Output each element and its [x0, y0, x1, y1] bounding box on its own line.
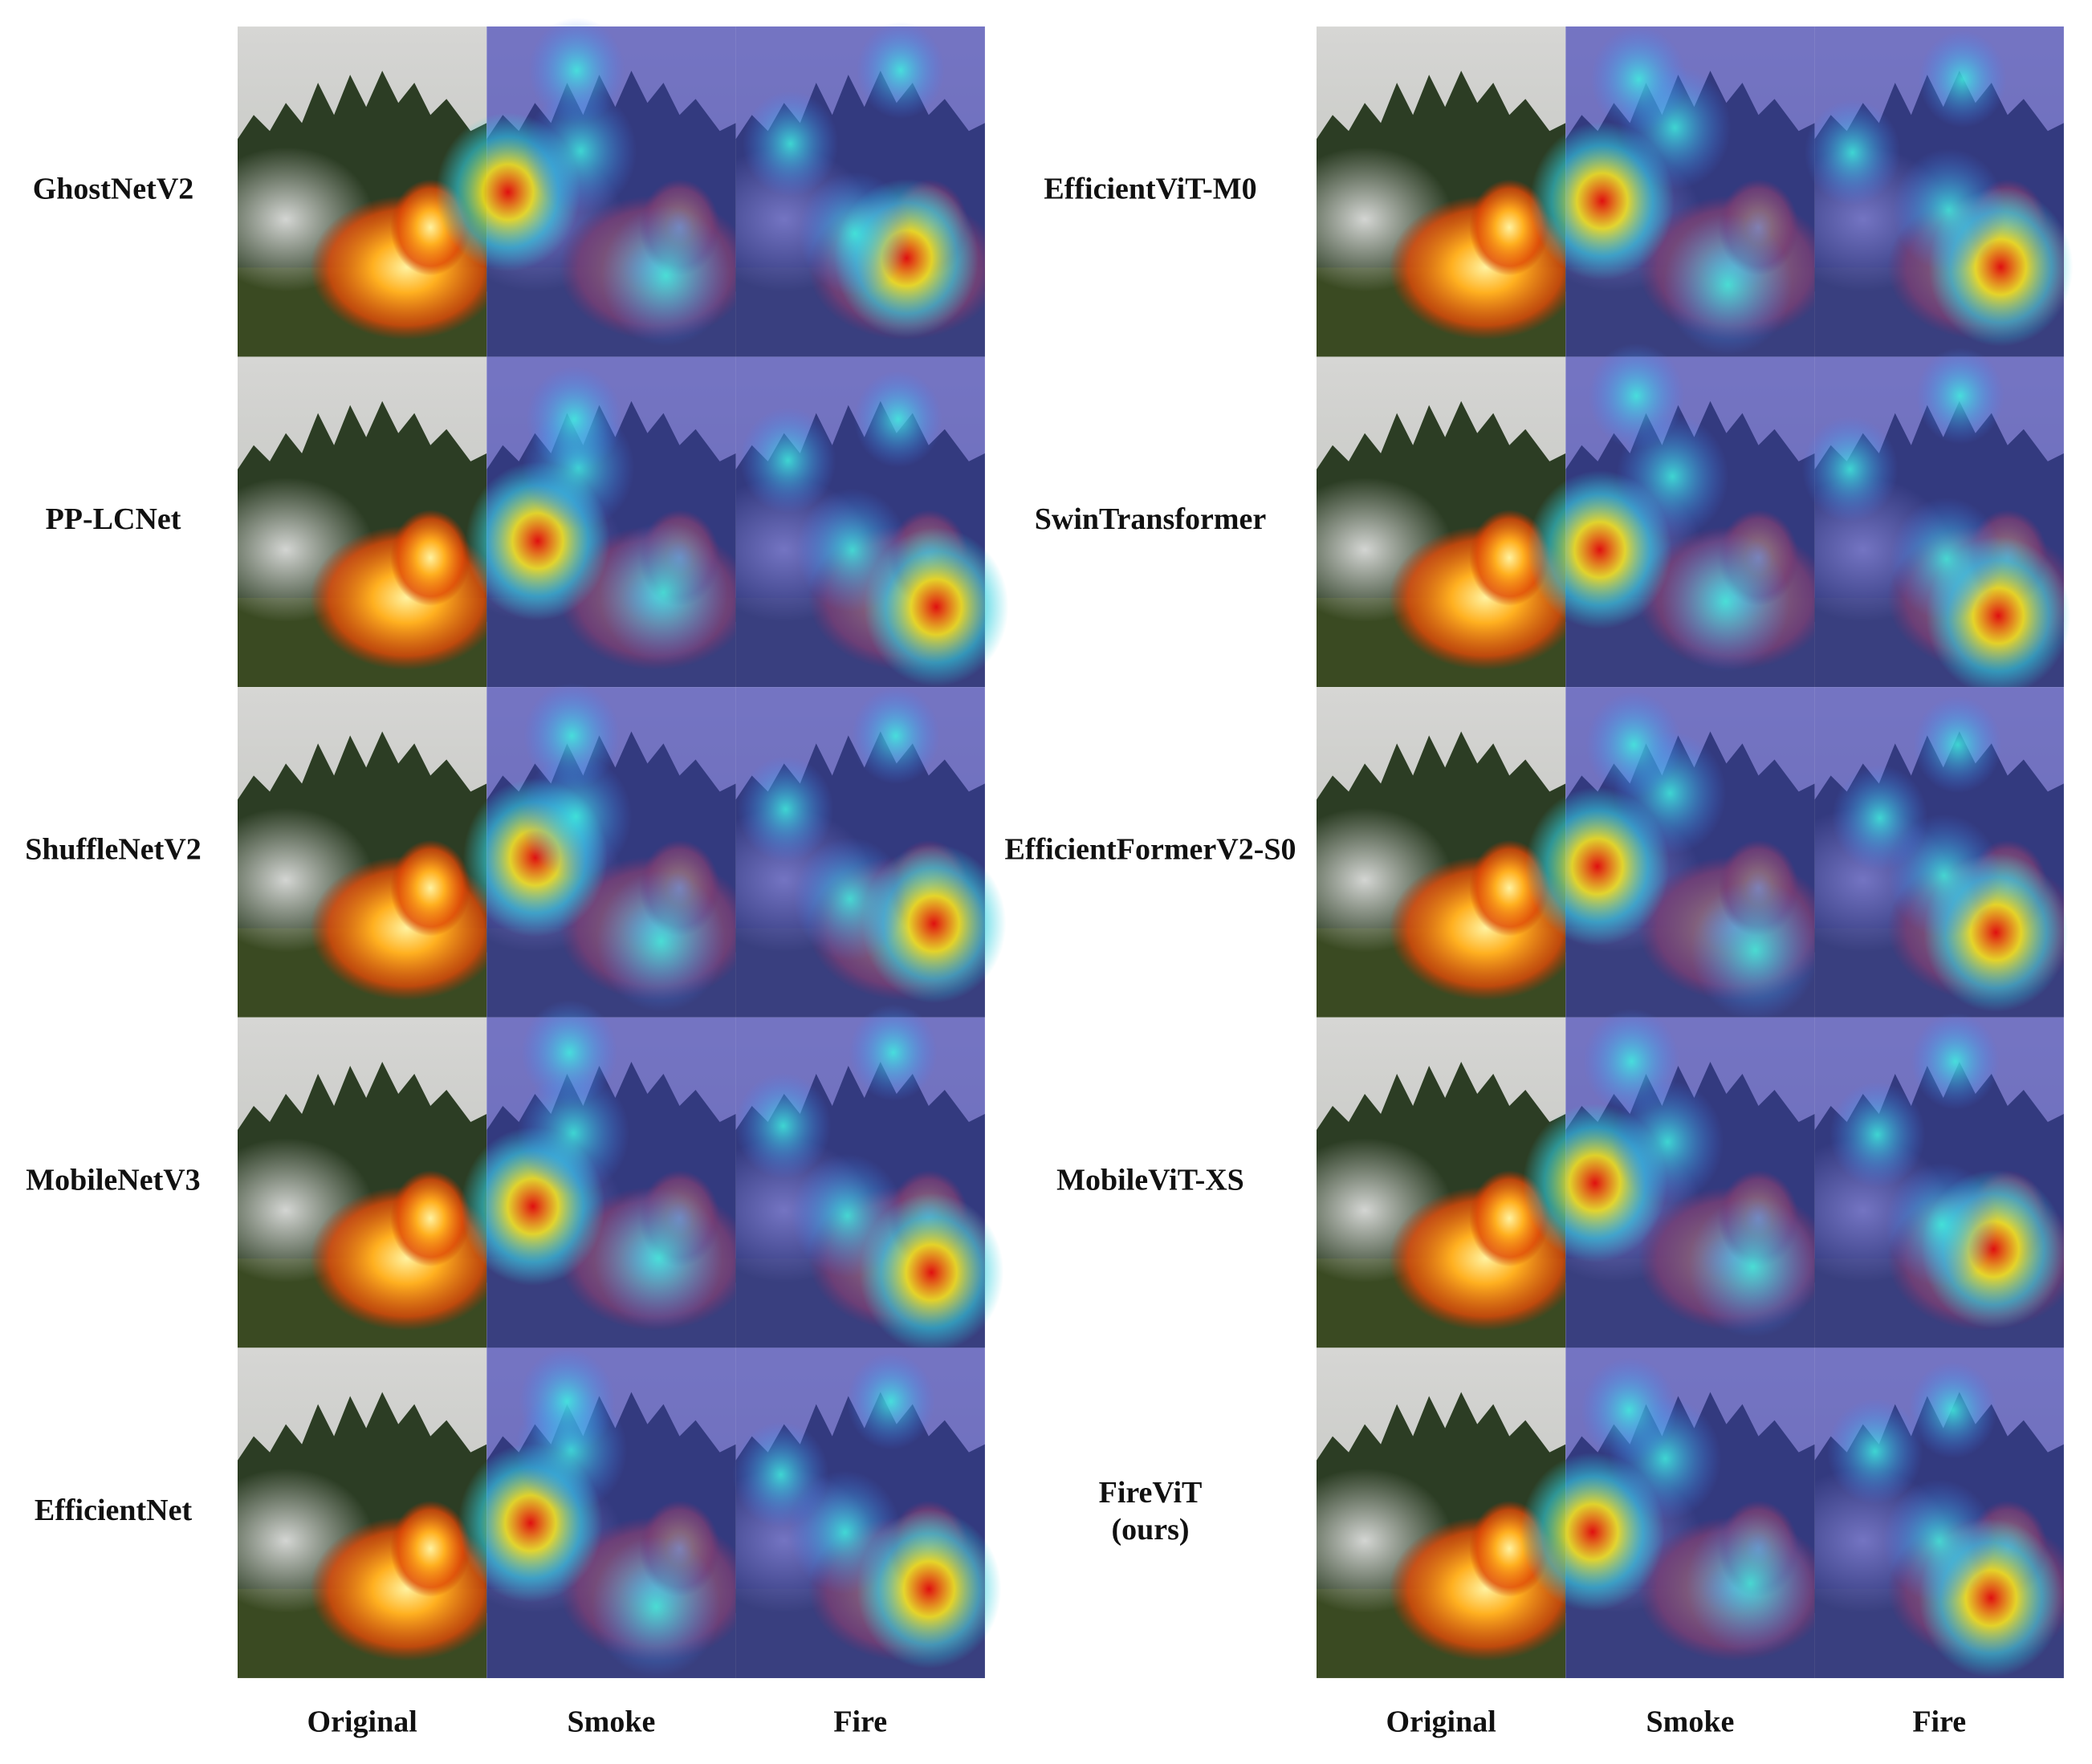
column-label: Smoke — [568, 1705, 656, 1739]
activation — [1826, 1398, 1923, 1505]
activation — [1583, 1008, 1680, 1115]
heatmap-image — [1804, 26, 2074, 357]
activation — [1590, 26, 1687, 132]
activation — [1882, 1479, 1996, 1603]
heatmap-image — [1522, 1008, 1817, 1348]
model-label: MobileViT-XS — [1056, 1163, 1244, 1197]
activation — [1885, 1162, 1998, 1286]
model-note: (ours) — [1111, 1513, 1189, 1547]
activation — [599, 522, 728, 664]
activation — [592, 1536, 721, 1678]
heatmap-image — [735, 22, 985, 357]
activation — [1663, 213, 1793, 356]
scene — [238, 1347, 487, 1678]
model-label: FireViT — [1099, 1476, 1203, 1510]
heatmap-image — [735, 356, 1009, 688]
heatmap-image — [735, 687, 1007, 1018]
activation — [519, 754, 633, 879]
activation — [851, 687, 940, 785]
model-label: PP-LCNet — [46, 502, 181, 536]
model-label: GhostNetV2 — [33, 173, 194, 206]
heatmap-image — [732, 1347, 1002, 1678]
activation — [1911, 1013, 2000, 1111]
heatmap-image — [1529, 26, 1815, 357]
activation — [517, 1071, 630, 1195]
activation — [519, 1348, 616, 1455]
heatmap-image — [1527, 343, 1815, 688]
scene — [238, 356, 487, 688]
activation — [1804, 100, 1901, 206]
activation — [1890, 497, 2003, 621]
activation — [528, 17, 625, 124]
activation — [1829, 1081, 1926, 1188]
activation — [1892, 148, 2005, 272]
heatmap-image — [460, 999, 736, 1348]
model-label: EfficientViT-M0 — [1044, 173, 1256, 206]
activation — [1918, 30, 2007, 128]
activation — [849, 1004, 938, 1102]
heatmap-image — [1814, 687, 2069, 1018]
activation — [1585, 691, 1683, 798]
heatmap-image — [462, 682, 736, 1018]
column-label: Fire — [833, 1705, 887, 1739]
activation — [1913, 696, 2002, 794]
heatmap-image — [1814, 1347, 2064, 1678]
activation — [1801, 416, 1899, 522]
heatmap-image — [1814, 1013, 2066, 1348]
activation — [1688, 1196, 1817, 1338]
activation — [737, 756, 834, 863]
original-image — [238, 356, 487, 688]
activation — [732, 1421, 829, 1528]
column-label: Fire — [1912, 1705, 1966, 1739]
activation — [1581, 1357, 1678, 1464]
activation — [846, 1352, 935, 1450]
activation — [1691, 879, 1820, 1021]
activation — [742, 91, 839, 197]
activation — [524, 89, 637, 213]
activation — [791, 1153, 904, 1278]
original-image — [238, 1347, 487, 1678]
column-label: Original — [307, 1705, 417, 1739]
original-image — [238, 687, 487, 1018]
original-image — [238, 1017, 487, 1348]
heatmap-image — [458, 1347, 736, 1678]
activation — [739, 407, 836, 514]
activation — [523, 682, 621, 789]
activation — [1588, 343, 1685, 449]
heatmap-image — [1801, 347, 2071, 696]
activation — [856, 22, 945, 120]
column-label: Smoke — [1646, 1705, 1735, 1739]
activation — [601, 205, 731, 347]
model-label: ShuffleNetV2 — [25, 833, 201, 867]
activation — [526, 366, 623, 473]
activation — [793, 837, 906, 961]
activation — [735, 1072, 832, 1179]
heatmap-image — [465, 356, 736, 688]
model-label: EfficientNet — [35, 1494, 193, 1527]
column-label: Original — [1386, 1705, 1496, 1739]
scene — [238, 1017, 487, 1348]
activation — [853, 370, 942, 468]
activation — [1908, 1361, 1997, 1459]
scene — [238, 687, 487, 1018]
activation — [594, 1187, 723, 1329]
activation — [521, 999, 618, 1106]
activation — [796, 488, 909, 612]
activation — [596, 870, 726, 1012]
activation — [1686, 1513, 1815, 1655]
activation — [798, 171, 911, 295]
activation — [1661, 530, 1790, 673]
heatmap-image — [435, 17, 736, 357]
activation — [1915, 347, 2004, 445]
heatmap-image — [1520, 1347, 1815, 1678]
heatmap-image — [1524, 687, 1820, 1021]
activation — [1831, 765, 1928, 872]
heatmap-image — [735, 1004, 1004, 1352]
model-label: EfficientFormerV2-S0 — [1005, 833, 1296, 867]
model-label: MobileNetV3 — [26, 1163, 200, 1197]
model-label: SwinTransformer — [1035, 502, 1267, 536]
